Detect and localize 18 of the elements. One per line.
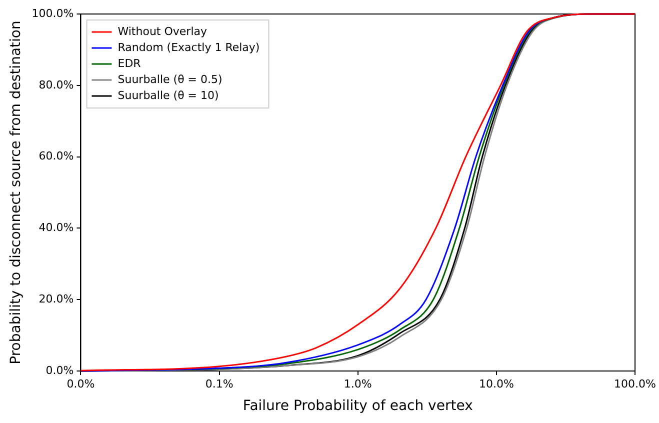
legend-label: Without Overlay — [118, 24, 208, 38]
legend-label: Suurballe (θ = 10) — [118, 88, 219, 102]
x-tick-label: 10.0% — [478, 377, 514, 390]
y-tick-label: 0.0% — [46, 364, 74, 377]
y-tick-label: 100.0% — [32, 6, 74, 20]
legend-label: Suurballe (θ = 0.5) — [118, 72, 222, 86]
y-tick-label: 60.0% — [38, 150, 74, 163]
x-tick-label: 0.0% — [66, 377, 95, 390]
y-tick-label: 20.0% — [38, 292, 74, 306]
y-axis-title: Probability to disconnect source from destination — [8, 20, 24, 364]
y-tick-label: 40.0% — [38, 221, 74, 234]
y-tick-label: 80.0% — [38, 78, 74, 92]
x-tick-label: 0.1% — [205, 377, 234, 390]
x-tick-label: 100.0% — [614, 377, 656, 390]
x-axis-title: Failure Probability of each vertex — [242, 398, 473, 414]
x-tick-label: 1.0% — [344, 377, 372, 390]
legend-label: EDR — [118, 56, 142, 70]
legend-label: Random (Exactly 1 Relay) — [118, 40, 260, 54]
